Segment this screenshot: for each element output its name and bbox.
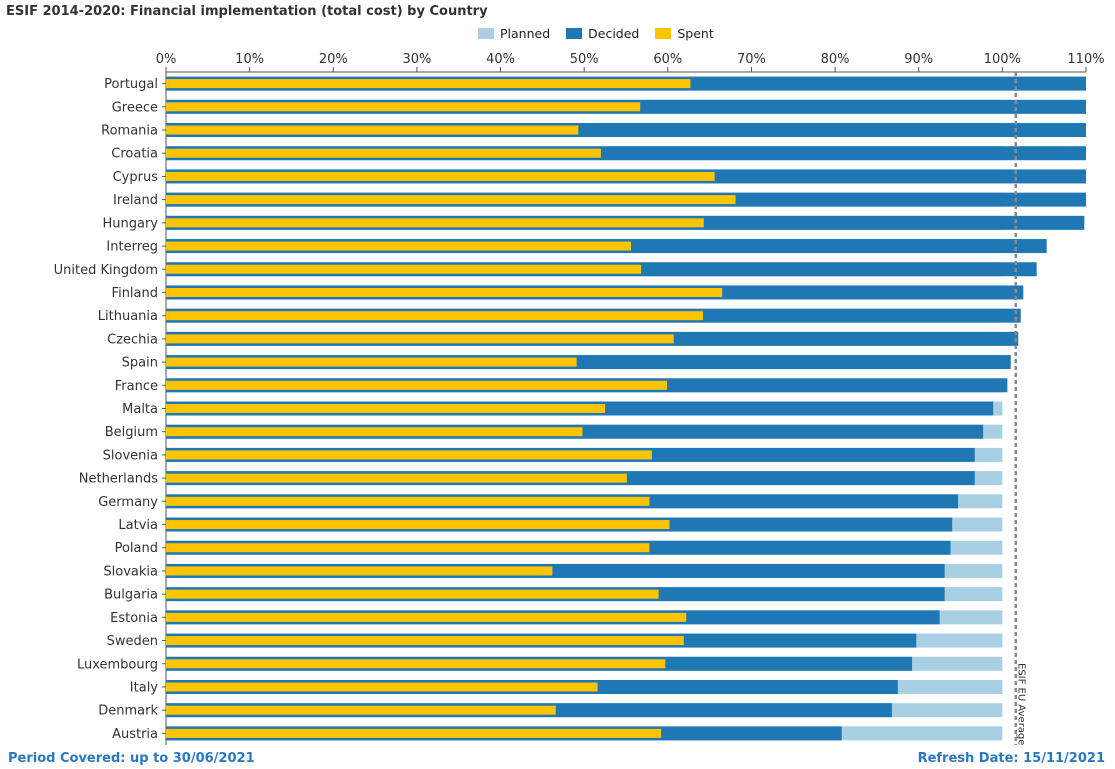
bar-spent: [166, 171, 715, 181]
legend-item-decided[interactable]: Decided: [566, 26, 639, 41]
bar-spent: [166, 728, 662, 738]
legend-swatch-spent: [655, 28, 672, 39]
legend-swatch-planned: [478, 28, 494, 39]
x-tick-label: 80%: [821, 52, 850, 67]
category-label: Denmark: [98, 704, 158, 719]
reference-line-label: ESIF EU Average: [1016, 663, 1027, 745]
x-tick-label: 0%: [156, 52, 177, 67]
bar-spent: [166, 705, 556, 715]
category-label: Cyprus: [113, 170, 159, 185]
category-label: Interreg: [106, 240, 158, 255]
bar-spent: [166, 241, 632, 251]
category-label: Bulgaria: [104, 588, 158, 603]
bar-spent: [166, 380, 667, 390]
legend-label-decided: Decided: [588, 26, 640, 41]
category-label: Latvia: [118, 518, 158, 533]
bar-spent: [166, 357, 577, 367]
bar-spent: [166, 520, 670, 530]
category-label: Poland: [115, 541, 158, 556]
category-label: Romania: [101, 124, 158, 139]
category-label: Germany: [98, 495, 158, 510]
bar-spent: [166, 264, 642, 274]
category-label: Sweden: [107, 634, 158, 649]
x-tick-label: 60%: [653, 52, 682, 67]
legend-label-planned: Planned: [500, 26, 551, 41]
bar-spent: [166, 636, 684, 646]
x-tick-label: 10%: [235, 52, 264, 67]
category-label: Luxembourg: [77, 657, 158, 672]
period-covered: Period Covered: up to 30/06/2021: [8, 751, 255, 766]
category-label: Spain: [122, 356, 158, 371]
refresh-date: Refresh Date: 15/11/2021: [917, 751, 1105, 766]
bar-spent: [166, 473, 627, 483]
category-label: Belgium: [105, 425, 158, 440]
category-label: Hungary: [102, 216, 158, 231]
legend: Planned Decided Spent: [478, 26, 714, 41]
x-tick-label: 40%: [486, 52, 515, 67]
x-tick-label: 110%: [1067, 52, 1104, 67]
bar-spent: [166, 682, 598, 692]
bar-spent: [166, 659, 666, 669]
bar-spent: [166, 218, 704, 228]
category-label: Italy: [130, 680, 159, 695]
legend-label-spent: Spent: [677, 26, 714, 41]
category-label: Lithuania: [98, 309, 158, 324]
bar-spent: [166, 311, 703, 321]
category-label: Finland: [112, 286, 158, 301]
bar-spent: [166, 450, 652, 460]
category-label: France: [115, 379, 158, 394]
category-label: Austria: [112, 727, 158, 742]
bar-spent: [166, 125, 579, 135]
bar-spent: [166, 404, 606, 413]
category-label: Ireland: [113, 193, 158, 208]
bar-spent: [166, 148, 601, 158]
category-label: Estonia: [110, 611, 158, 626]
bar-spent: [166, 543, 650, 553]
category-label: Croatia: [111, 147, 158, 162]
chart-title: ESIF 2014-2020: Financial implementation…: [6, 4, 488, 19]
category-label: United Kingdom: [54, 263, 158, 278]
bar-spent: [166, 195, 736, 205]
category-label: Slovenia: [103, 448, 158, 463]
legend-swatch-decided: [566, 28, 583, 39]
bar-spent: [166, 589, 659, 599]
category-label: Slovakia: [103, 564, 158, 579]
category-label: Greece: [112, 100, 158, 115]
category-label: Netherlands: [79, 472, 158, 487]
x-tick-label: 90%: [904, 52, 933, 67]
category-label: Malta: [122, 402, 158, 417]
bar-spent: [166, 427, 583, 437]
bar-chart: 0% 10% 20% 30% 40% 50% 60% 70% 80% 90% 100% 110% Por…: [54, 52, 1105, 745]
bar-spent: [166, 496, 650, 506]
bar-spent: [166, 287, 723, 297]
bar-spent: [166, 612, 687, 622]
legend-item-planned[interactable]: Planned: [478, 26, 550, 41]
x-tick-label: 50%: [570, 52, 599, 67]
category-label: Czechia: [107, 332, 158, 347]
bar-spent: [166, 102, 641, 112]
x-tick-label: 100%: [984, 52, 1021, 67]
legend-item-spent[interactable]: Spent: [655, 26, 714, 41]
x-tick-label: 20%: [319, 52, 348, 67]
x-tick-label: 70%: [737, 52, 766, 67]
bar-spent: [166, 566, 553, 576]
x-tick-label: 30%: [402, 52, 431, 67]
category-label: Portugal: [104, 77, 158, 92]
bar-spent: [166, 79, 691, 89]
bar-spent: [166, 334, 674, 344]
